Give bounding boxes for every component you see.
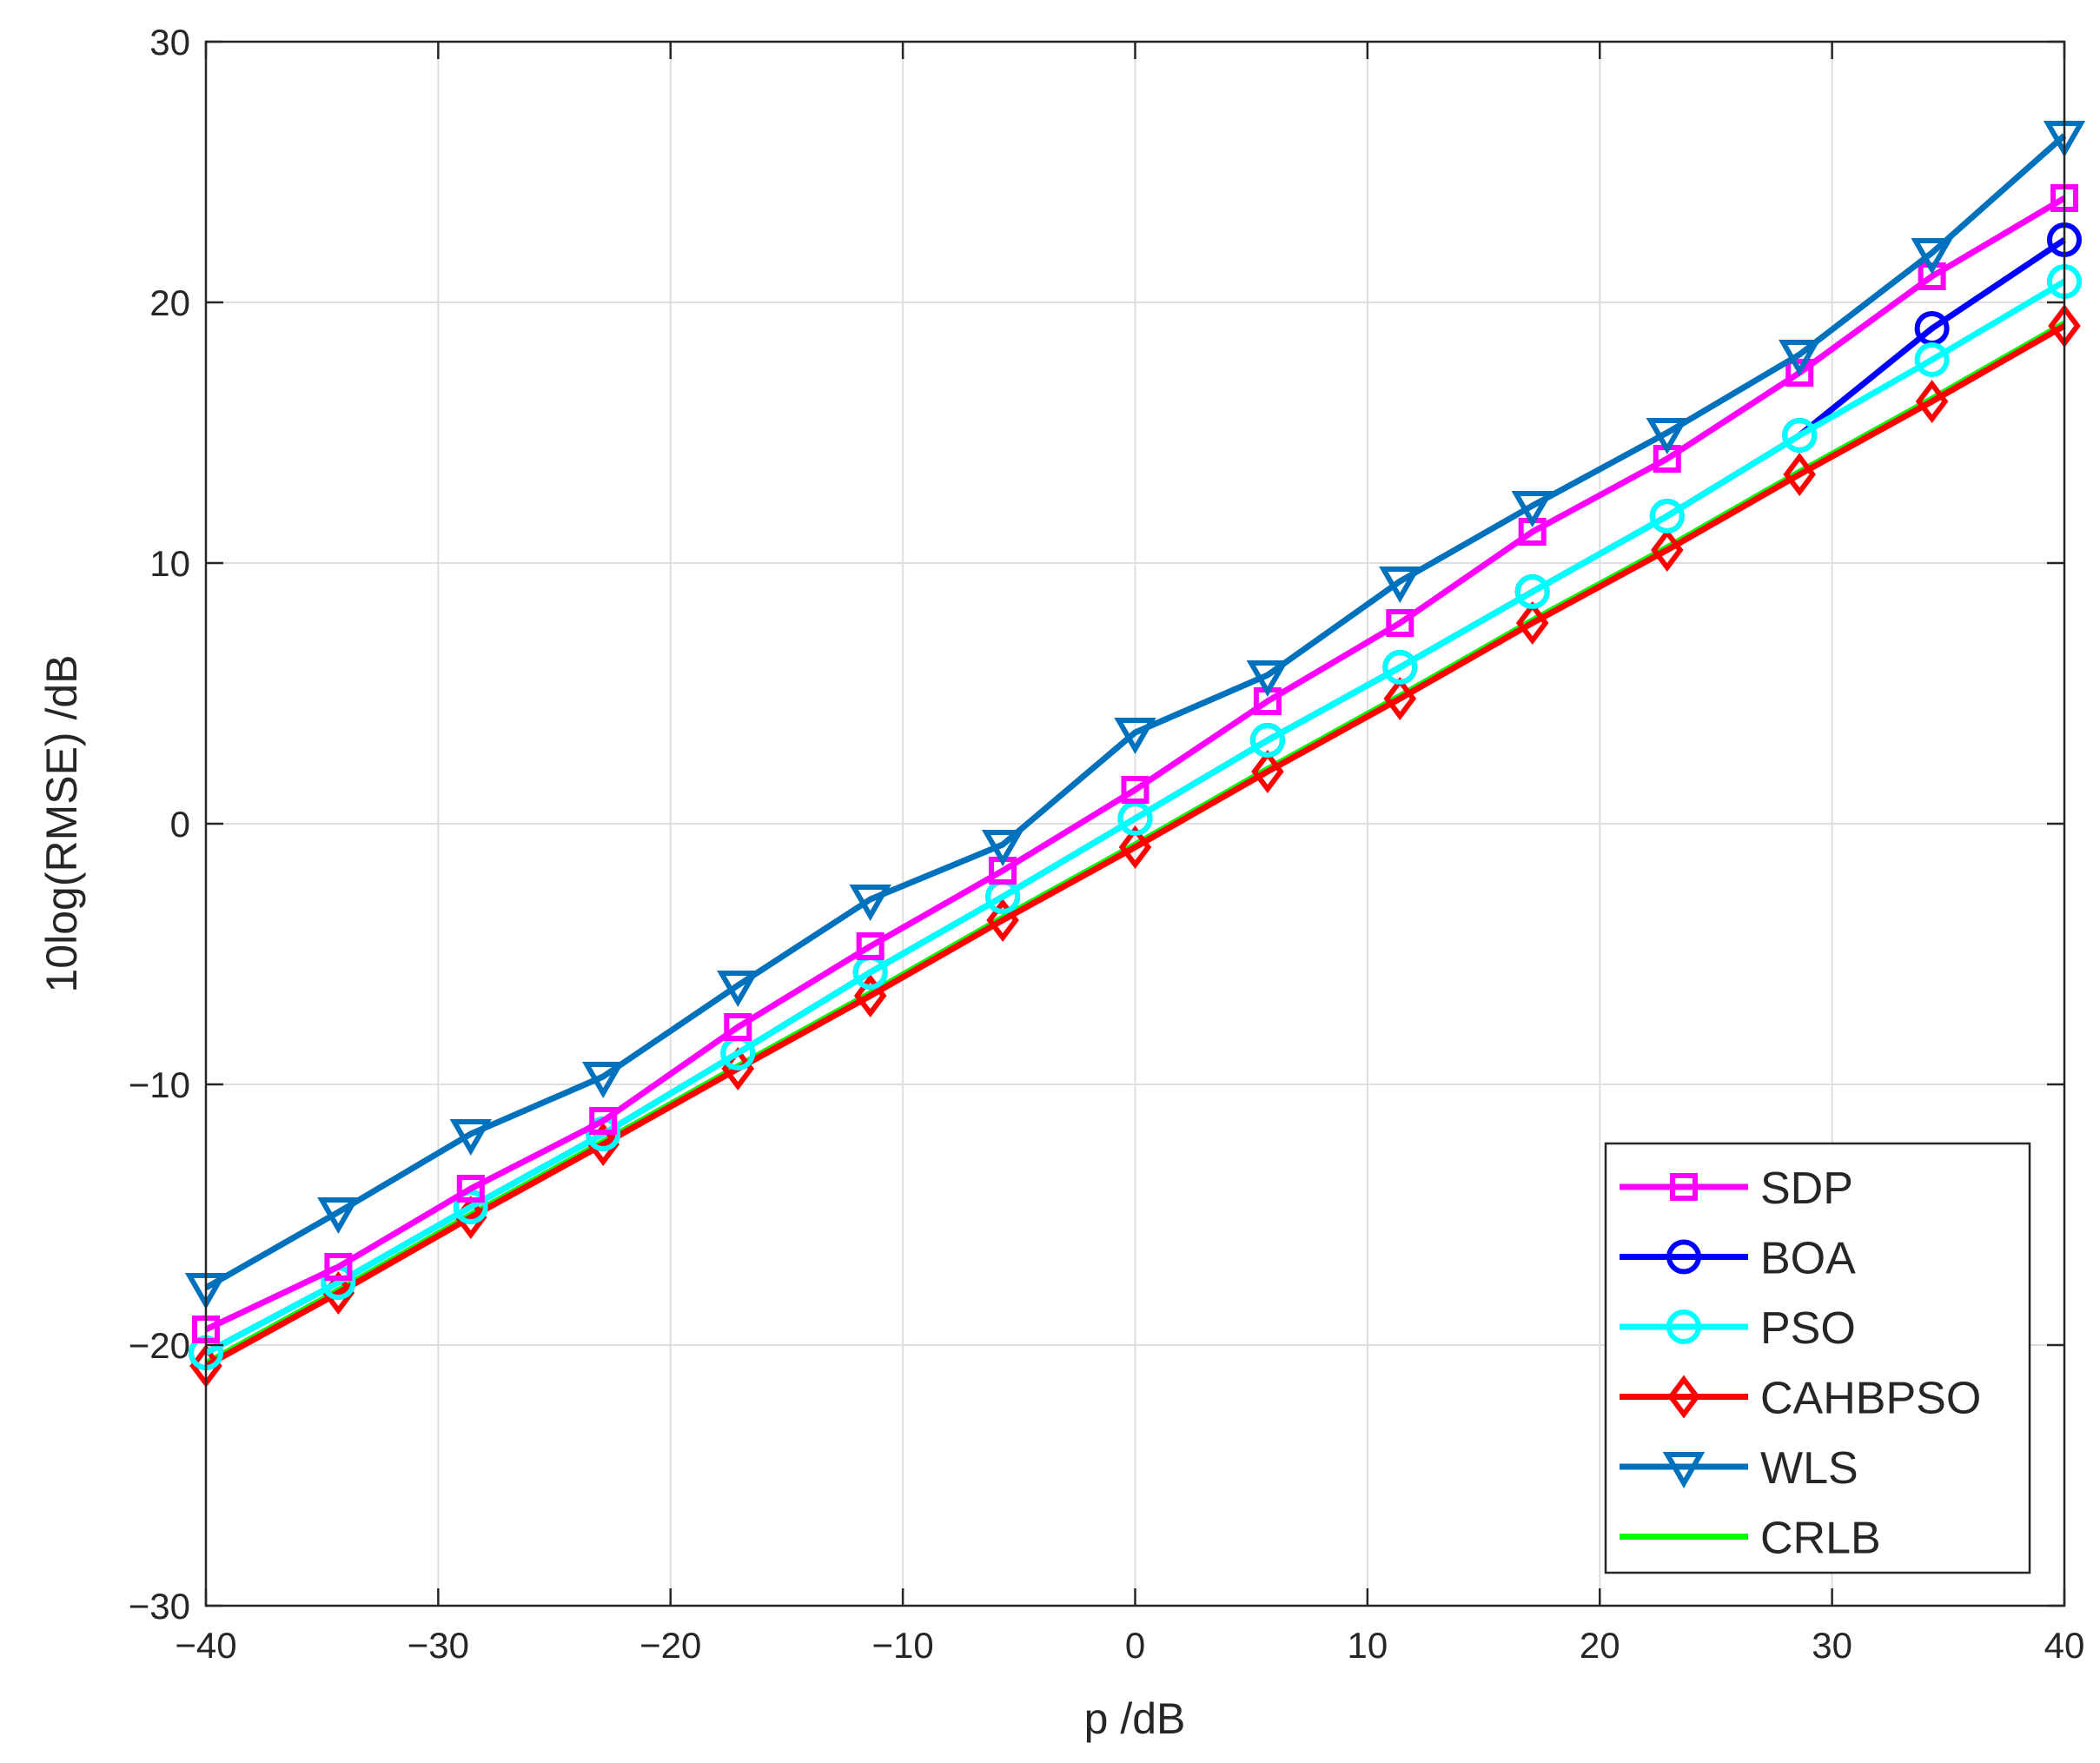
y-tick-label: 0 (170, 804, 190, 845)
legend-entry-cahbpso: CAHBPSO (1620, 1374, 1981, 1424)
legend-label: SDP (1760, 1163, 1853, 1214)
legend-entry-pso: PSO (1620, 1303, 1856, 1354)
series-layer (184, 121, 2086, 1388)
legend-entry-crlb: CRLB (1620, 1514, 1881, 1564)
data-point-sdp (1386, 609, 1414, 637)
x-tick-label: −30 (407, 1625, 469, 1666)
data-point-wls (1511, 491, 1553, 528)
x-tick-label: 30 (1812, 1625, 1852, 1666)
data-point-wls (717, 971, 759, 1008)
series-line-pso (204, 278, 2066, 1356)
data-point-pso (1649, 499, 1685, 534)
y-tick-label: 20 (149, 282, 190, 323)
legend-entry-boa: BOA (1620, 1234, 1856, 1284)
legend-entry-sdp: SDP (1620, 1163, 1853, 1214)
x-tick-label: −10 (872, 1625, 934, 1666)
legend-swatch-marker (1666, 1239, 1701, 1275)
data-point-wls (1646, 418, 1688, 455)
legend-swatch-marker (1662, 1452, 1706, 1489)
data-point-pso (1382, 650, 1418, 685)
data-point-sdp (324, 1253, 353, 1281)
y-tick-label: 30 (149, 22, 190, 63)
data-point-sdp (1121, 776, 1149, 804)
x-axis-label: p /dB (1084, 1694, 1186, 1743)
data-point-sdp (856, 932, 884, 960)
x-tick-label: −40 (175, 1625, 236, 1666)
data-point-pso (1249, 723, 1285, 758)
y-tick-label: −10 (129, 1064, 190, 1105)
data-point-wls (1246, 660, 1289, 698)
legend-label: BOA (1760, 1234, 1856, 1284)
data-point-cahbpso (1251, 750, 1284, 793)
data-point-sdp (724, 1013, 752, 1041)
data-point-wls (1779, 340, 1821, 377)
legend-swatch-marker (1666, 1309, 1701, 1344)
data-point-cahbpso (1783, 453, 1816, 496)
data-point-wls (1911, 238, 1953, 275)
data-point-wls (582, 1062, 625, 1099)
series-wls (184, 121, 2086, 1310)
y-tick-label: 10 (149, 543, 190, 584)
data-point-wls (1379, 567, 1421, 604)
data-point-wls (1114, 718, 1156, 755)
data-point-wls (981, 830, 1024, 867)
data-point-cahbpso (853, 974, 887, 1017)
data-point-cahbpso (986, 898, 1019, 942)
legend-swatch-marker (1667, 1375, 1700, 1419)
legend-swatch-marker (1670, 1173, 1698, 1201)
data-point-pso (1914, 342, 1950, 377)
y-tick-label: −30 (129, 1586, 190, 1627)
data-point-cahbpso (1515, 601, 1549, 645)
data-point-wls (449, 1119, 492, 1157)
data-point-cahbpso (1383, 677, 1417, 720)
legend-label: CRLB (1760, 1514, 1881, 1564)
data-point-pso (1514, 574, 1550, 609)
legend-label: CAHBPSO (1760, 1374, 1981, 1424)
data-point-pso (1782, 418, 1818, 453)
legend-box (1604, 1142, 2031, 1574)
data-point-wls (849, 885, 891, 922)
data-point-cahbpso (1915, 380, 1949, 423)
data-point-sdp (589, 1107, 618, 1135)
x-tick-label: 10 (1348, 1625, 1388, 1666)
legend-label: WLS (1760, 1443, 1858, 1494)
data-point-cahbpso (1118, 825, 1152, 869)
data-point-cahbpso (1651, 528, 1684, 572)
series-line-wls (204, 133, 2067, 1291)
x-tick-label: −20 (639, 1625, 701, 1666)
x-tick-label: 0 (1125, 1625, 1145, 1666)
series-line-sdp (204, 195, 2066, 1333)
data-point-sdp (1785, 359, 1814, 387)
legend: SDP BOA PSO CAHBPSO WLS CRLB (1604, 1142, 2031, 1574)
data-point-sdp (456, 1175, 485, 1203)
y-tick-label: −20 (129, 1325, 190, 1366)
legend-label: PSO (1760, 1303, 1856, 1354)
grid-lines (206, 42, 2064, 1606)
legend-entry-wls: WLS (1620, 1443, 1858, 1494)
data-point-wls (317, 1197, 360, 1235)
x-tick-label: 20 (1580, 1625, 1620, 1666)
y-axis-label: 10log(RMSE) /dB (37, 654, 86, 992)
x-tick-label: 40 (2044, 1625, 2085, 1666)
series-line-cahbpso (204, 322, 2066, 1369)
